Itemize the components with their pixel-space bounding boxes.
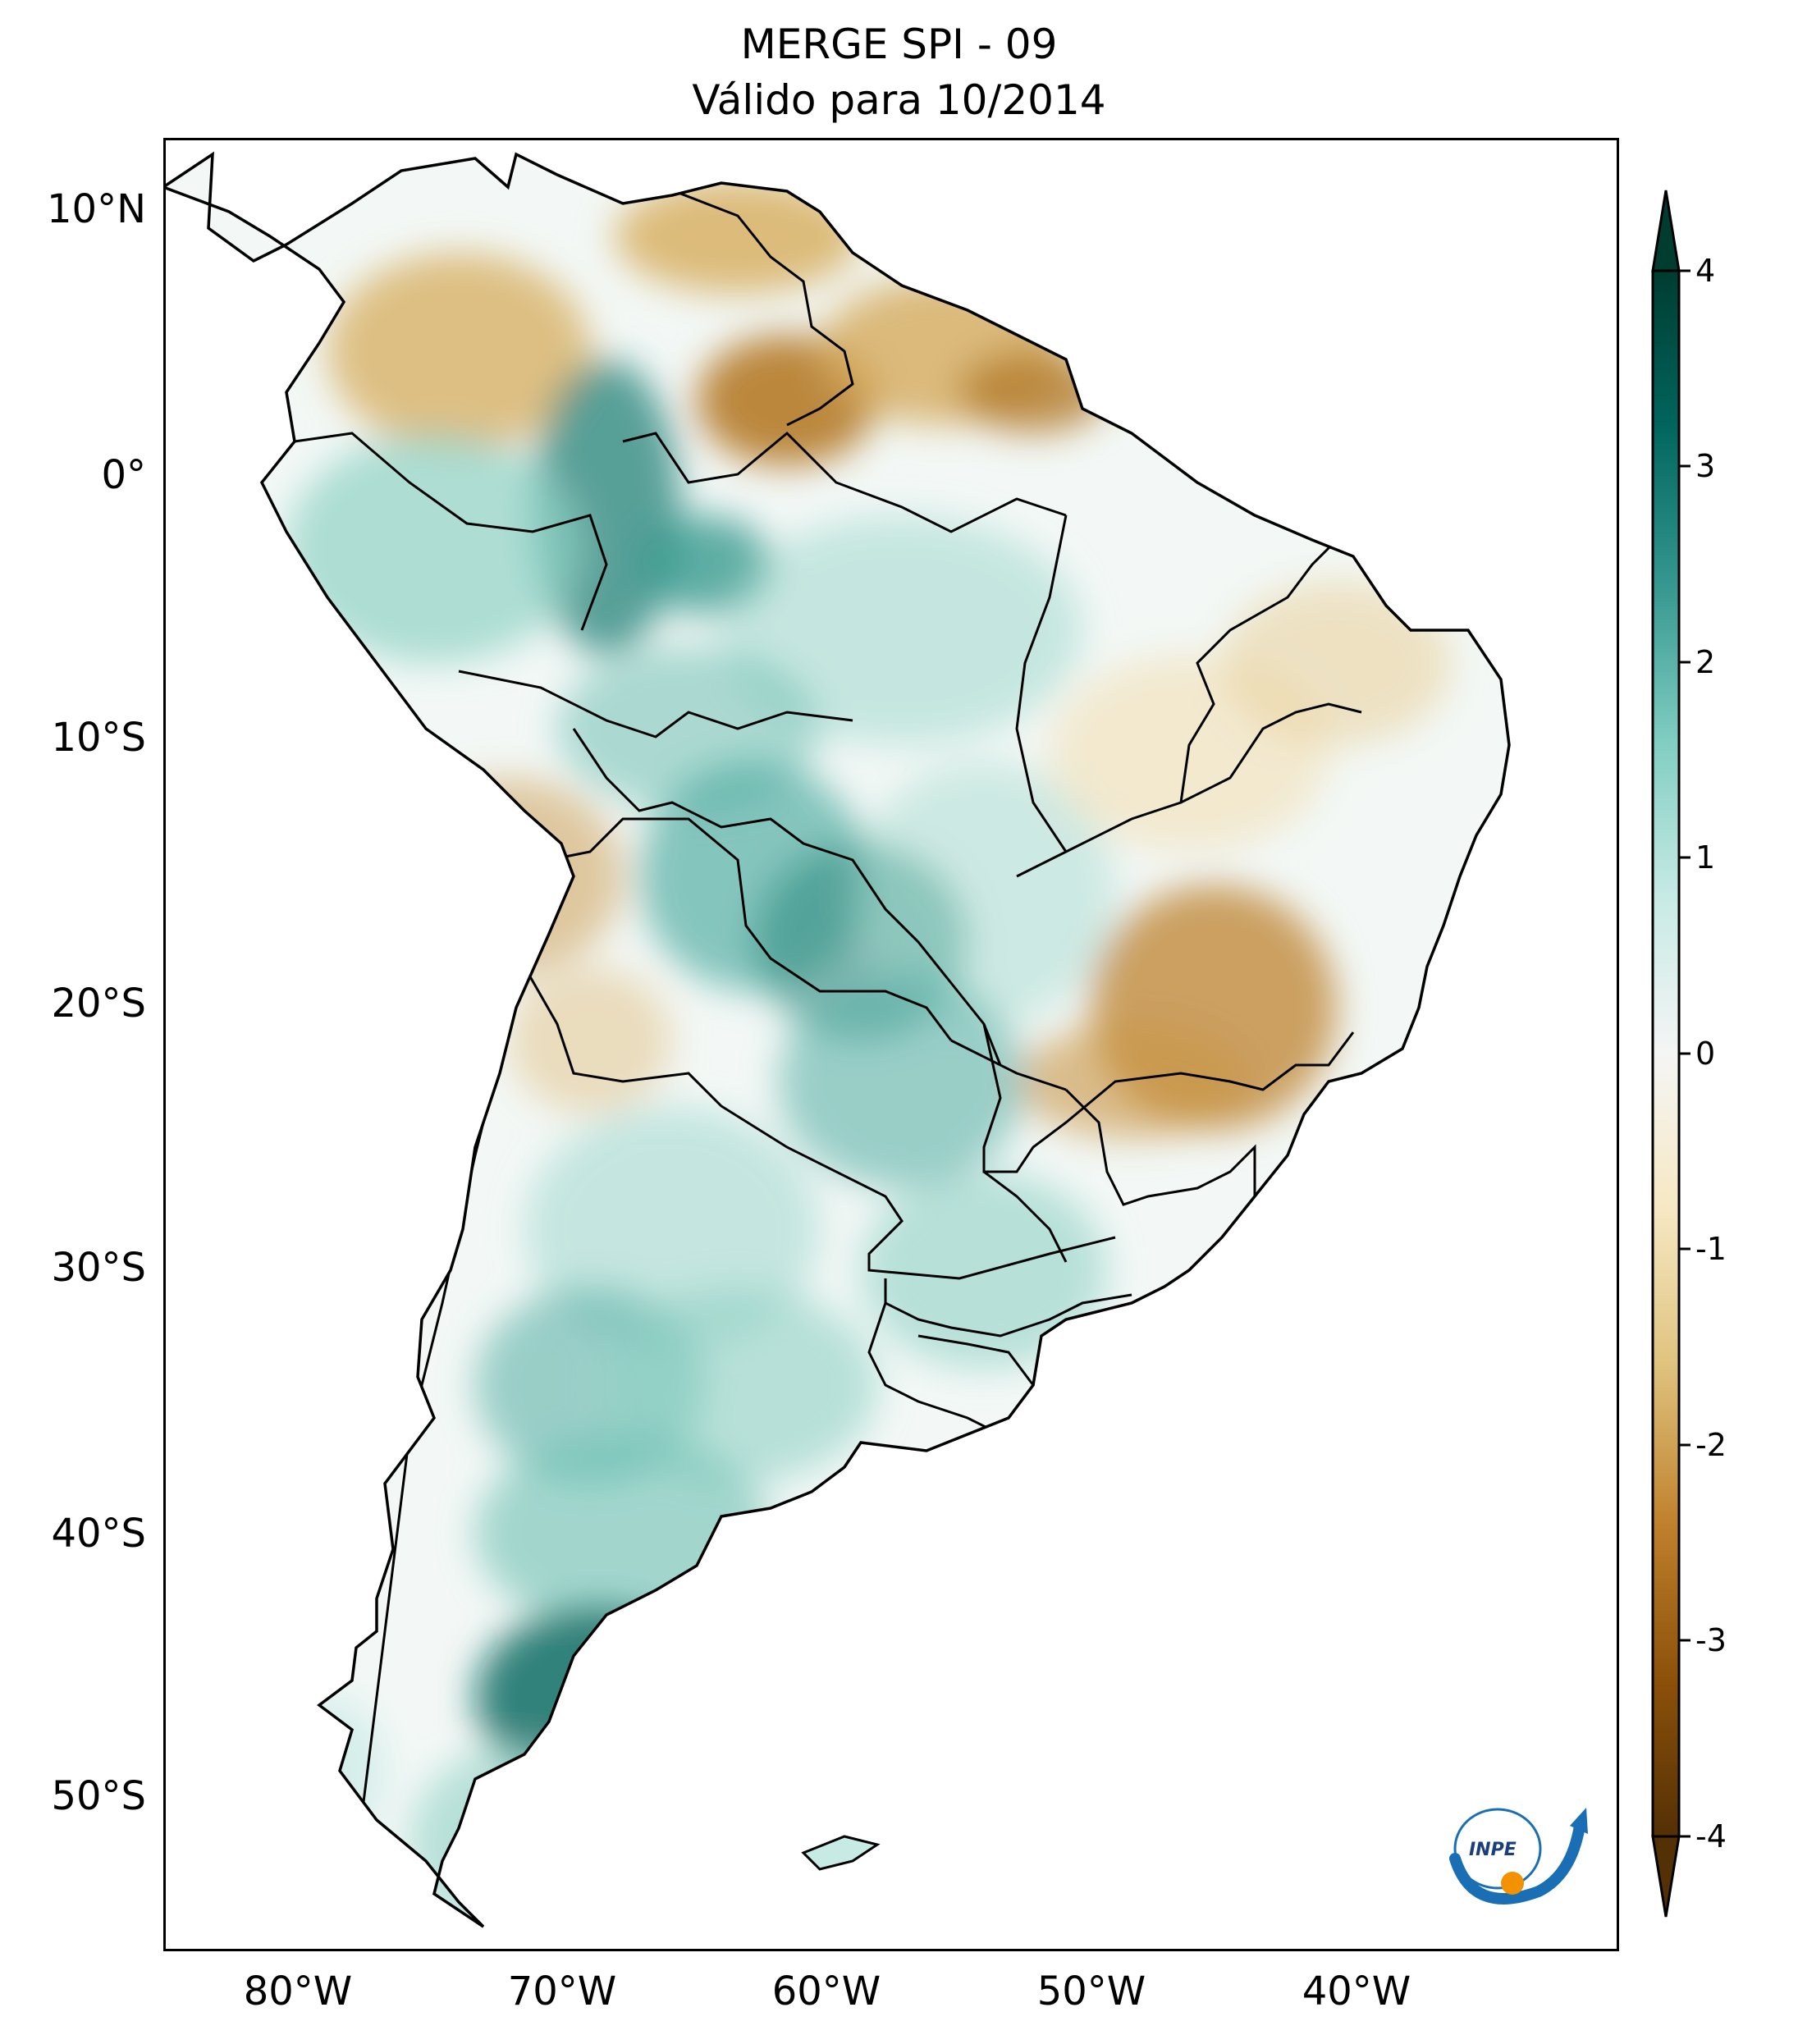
lon-label-70w: 70°W [507,1969,617,2014]
lon-label-80w: 80°W [243,1969,353,2014]
falkland-islands [801,1835,881,1871]
map-subtitle: Válido para 10/2014 [692,76,1106,124]
colorbar-tick-4: 4 [1695,253,1716,289]
map-frame-border [163,138,1619,1951]
lon-label-40w: 40°W [1302,1969,1411,2014]
colorbar-tick-2: 2 [1695,644,1716,680]
lat-label-50s: 50°S [51,1773,146,1819]
colorbar-tick-neg3: -3 [1695,1622,1727,1658]
lat-label-0: 0° [101,452,146,498]
colorbar [1651,190,1690,1918]
lat-label-40s: 40°S [51,1511,146,1557]
map-panel [163,138,1619,1951]
colorbar-tick-neg1: -1 [1695,1231,1727,1267]
colorbar-tick-0: 0 [1695,1036,1716,1072]
colorbar-extend-max [1651,190,1681,272]
colorbar-tick-1: 1 [1695,839,1716,876]
map-title: MERGE SPI - 09 [740,21,1058,68]
lon-label-50w: 50°W [1036,1969,1146,2014]
colorbar-gradient [1651,269,1681,1838]
lat-label-30s: 30°S [51,1245,146,1291]
colorbar-extend-min [1651,1835,1681,1918]
lat-label-20s: 20°S [51,981,146,1027]
colorbar-tick-neg4: -4 [1695,1818,1727,1854]
colorbar-tick-neg2: -2 [1695,1427,1727,1463]
lat-label-10s: 10°S [51,715,146,761]
colorbar-tick-3: 3 [1695,448,1716,484]
lat-label-10n: 10°N [47,186,146,232]
inpe-logo-icon: INPE [1449,1808,1588,1905]
inpe-logo-text: INPE [1469,1840,1517,1860]
continent-outline [163,151,1511,1928]
lon-label-60w: 60°W [771,1969,881,2014]
